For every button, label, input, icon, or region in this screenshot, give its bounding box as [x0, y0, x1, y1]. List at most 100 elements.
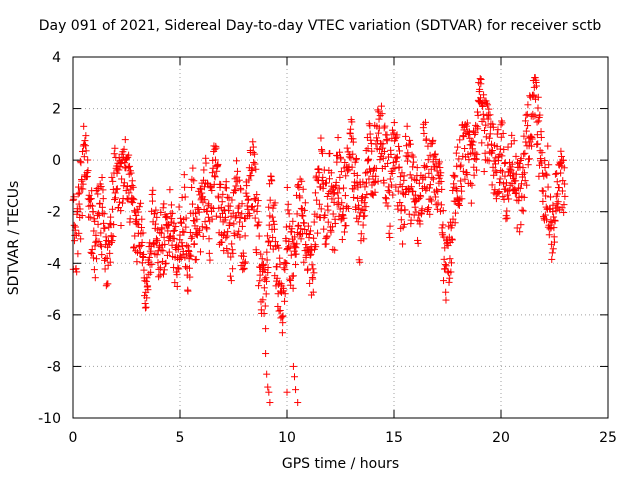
data-point	[285, 237, 293, 245]
data-point	[544, 142, 552, 150]
data-point	[470, 171, 478, 179]
data-point	[283, 388, 291, 396]
data-point	[91, 274, 99, 282]
data-point	[522, 111, 530, 119]
data-point	[160, 200, 168, 208]
data-point	[110, 150, 118, 158]
data-point	[133, 258, 141, 266]
data-point	[250, 206, 258, 214]
data-point	[251, 150, 259, 158]
data-point	[262, 325, 270, 333]
data-point	[392, 134, 400, 142]
data-point	[426, 210, 434, 218]
data-point	[79, 180, 87, 188]
data-point	[75, 229, 83, 237]
data-point	[244, 205, 252, 213]
data-point	[388, 169, 396, 177]
data-point	[80, 153, 88, 161]
data-point	[141, 304, 149, 312]
data-point	[521, 169, 529, 177]
x-tick-label: 25	[599, 430, 617, 446]
data-point	[208, 186, 216, 194]
data-point	[246, 212, 254, 220]
data-point	[318, 149, 326, 157]
data-point	[214, 160, 222, 168]
data-point	[198, 189, 206, 197]
data-point	[485, 134, 493, 142]
data-point	[499, 129, 507, 137]
data-point	[120, 145, 128, 153]
data-point	[98, 251, 106, 259]
data-point	[473, 108, 481, 116]
x-tick-label: 20	[492, 430, 510, 446]
data-point	[73, 268, 81, 276]
data-point	[312, 243, 320, 251]
x-tick-label: 5	[176, 430, 185, 446]
data-point	[484, 111, 492, 119]
data-point	[442, 296, 450, 304]
data-point	[537, 128, 545, 136]
data-point	[407, 183, 415, 191]
data-point	[431, 151, 439, 159]
data-point	[304, 222, 312, 230]
data-point	[253, 207, 261, 215]
data-point	[468, 137, 476, 145]
data-point	[80, 122, 88, 130]
data-point	[177, 254, 185, 262]
data-point	[531, 112, 539, 120]
data-point	[343, 144, 351, 152]
data-point	[260, 284, 268, 292]
data-point	[362, 203, 370, 211]
data-point	[504, 143, 512, 151]
data-point	[480, 91, 488, 99]
data-point	[273, 274, 281, 282]
data-point	[317, 205, 325, 213]
data-point	[190, 240, 198, 248]
data-point	[266, 196, 274, 204]
data-point	[294, 399, 302, 407]
data-point	[420, 129, 428, 137]
data-point	[236, 213, 244, 221]
data-point	[546, 205, 554, 213]
y-tick-label: -6	[47, 308, 61, 324]
data-point	[518, 206, 526, 214]
data-point	[534, 93, 542, 101]
data-point	[281, 266, 289, 274]
data-point	[251, 214, 259, 222]
data-point	[244, 195, 252, 203]
plot-frame	[72, 56, 609, 419]
data-point	[101, 224, 109, 232]
data-point	[91, 217, 99, 225]
data-point	[188, 175, 196, 183]
data-point	[431, 150, 439, 158]
data-point	[319, 173, 327, 181]
data-point	[271, 199, 279, 207]
data-point	[414, 239, 422, 247]
data-point	[463, 119, 471, 127]
data-point	[476, 75, 484, 83]
data-point	[196, 185, 204, 193]
data-point	[328, 182, 336, 190]
data-point	[310, 269, 318, 277]
data-point	[447, 268, 455, 276]
data-point	[281, 259, 289, 267]
data-point	[74, 250, 82, 258]
data-point	[185, 264, 193, 272]
data-point	[366, 167, 374, 175]
y-tick-label: 0	[52, 153, 61, 169]
data-point	[239, 266, 247, 274]
data-point	[159, 247, 167, 255]
data-point	[235, 227, 243, 235]
data-point	[428, 174, 436, 182]
data-point	[350, 193, 358, 201]
data-point	[152, 220, 160, 228]
data-point	[480, 127, 488, 135]
data-point	[495, 188, 503, 196]
data-point	[300, 258, 308, 266]
data-point	[186, 251, 194, 259]
x-tick-label: 10	[278, 430, 296, 446]
data-point	[327, 169, 335, 177]
data-point	[545, 161, 553, 169]
data-point	[476, 85, 484, 93]
data-point	[461, 145, 469, 153]
